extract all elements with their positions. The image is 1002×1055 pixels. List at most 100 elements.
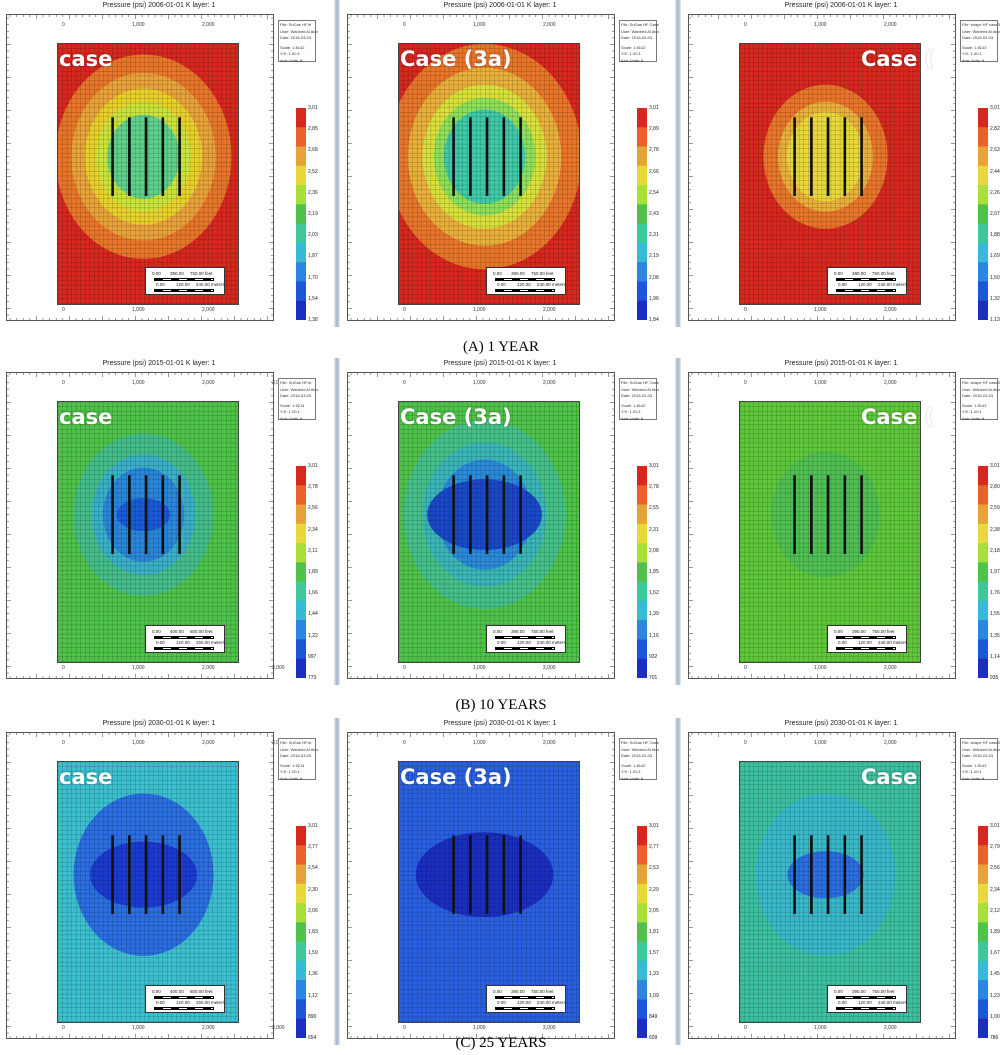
horizontal-well-fracture: [519, 475, 522, 554]
ruler-ticks: [688, 732, 956, 1039]
map-panel: Pressure (psi) 2006-01-01 K layer: 1 0 0 1,…: [341, 0, 659, 327]
legend-swatch: [978, 941, 988, 962]
legend-value: 3,013: [649, 463, 659, 469]
legend-value: 2,051: [649, 907, 659, 914]
file-info-line: File: SnGas HF.irf: [280, 380, 312, 385]
legend-value: 2,319: [649, 526, 659, 533]
scale-bar-feet: [154, 996, 214, 999]
legend-color-ramp: [978, 826, 988, 1038]
legend-swatch: [637, 864, 647, 885]
legend-value: 1,090: [649, 992, 659, 999]
scale-label: 390.00: [511, 629, 525, 634]
legend-value: 1,872: [308, 253, 318, 260]
axis-tick-label: 0: [403, 307, 406, 313]
axis-tick-label: 2,000: [884, 307, 897, 313]
legend-swatch: [637, 543, 647, 563]
legend-value: 932: [649, 653, 658, 660]
legend-value: 2,805: [990, 484, 1000, 491]
legend-swatch: [978, 864, 988, 885]
file-info-line: File: SnGas HF.irf: [280, 22, 312, 27]
legend-value: 2,790: [990, 844, 1000, 851]
map-frame: 0 0 1,000 1,000 2,000 2,000 Case (0.00 390.00 75…: [688, 14, 956, 321]
legend-value: 1,320: [990, 295, 1000, 302]
horizontal-well-fracture: [826, 835, 830, 914]
legend-value: 1,395: [649, 611, 659, 618]
scale-label: 750.00 feet: [531, 271, 554, 276]
horizontal-well-fracture: [810, 835, 813, 914]
scale-label: 390.00: [852, 629, 866, 634]
file-info-line: Axis Units: ft: [280, 415, 303, 421]
scale-label: 390.00: [170, 271, 184, 276]
scale-label: 120.00: [858, 640, 872, 645]
scale-label: 120.00: [858, 1000, 872, 1005]
scale-label: 0.00: [834, 271, 843, 276]
legend-value: 2,314: [649, 232, 659, 239]
axis-tick-label: 0: [403, 665, 406, 671]
axis-tick-label: 1,000: [814, 740, 827, 746]
legend-value: 1,696: [990, 253, 1000, 260]
legend-swatch: [637, 127, 647, 148]
scale-label: 0.00: [156, 1000, 165, 1005]
scale-label: 240.00 meters: [878, 282, 907, 287]
legend-swatch: [296, 864, 306, 885]
legend-swatch: [296, 941, 306, 962]
horizontal-well-fracture: [452, 475, 455, 554]
scale-label: 120.00: [858, 282, 872, 287]
scale-bar-feet: [495, 636, 555, 639]
legend-swatch: [296, 639, 306, 660]
ruler-ticks: [347, 732, 615, 1039]
scale-label: 240.00 meters: [537, 1000, 566, 1005]
axis-tick-label: 1,000: [132, 307, 145, 313]
scale-bar-meters: [154, 289, 214, 292]
map-scale-box: 0.00 400.00 800.00 feet 0.00 120.00 250.00 me…: [145, 625, 225, 653]
horizontal-well-fracture: [161, 835, 165, 914]
map-frame: 0 0 1,000 1,000 2,000 2,000 Case (3a) 0.00 390.0…: [347, 372, 615, 679]
legend-value: 2,565: [308, 505, 318, 512]
legend-swatch: [637, 504, 647, 525]
axis-tick-label: 0: [403, 380, 406, 386]
color-legend: 3,013 2,772 2,532 2,291 2,051 1,811 1,570 1,330…: [637, 823, 659, 1042]
axis-tick-label: 1,000: [473, 665, 486, 671]
color-legend: 3,013 2,777 2,541 2,305 2,069 1,833 1,598 1,362…: [296, 823, 318, 1042]
legend-value: 2,389: [990, 526, 1000, 533]
axis-tick-label: 2,000: [884, 665, 897, 671]
axis-tick-label: 2,000: [884, 22, 897, 28]
legend-value: 2,069: [308, 907, 318, 914]
legend-swatch: [637, 242, 647, 263]
legend-value: 1,330: [649, 971, 659, 978]
file-info-line: User: Waheed Al Atoni: [280, 746, 318, 752]
axis-tick-label: 0: [62, 665, 65, 671]
axis-tick-label: 1,000: [814, 22, 827, 28]
legend-value: 1,008: [990, 1013, 1000, 1020]
legend-swatch: [296, 980, 306, 1000]
scale-bar-feet: [836, 636, 896, 639]
file-info-line: Y/X: 1.00:1: [962, 51, 982, 56]
map-frame: 0 0 1,000 1,000 2,000 2,000 case 0.00 390.00 750.…: [6, 14, 274, 321]
legend-swatch: [978, 639, 988, 660]
scale-label: 0.00: [497, 640, 506, 645]
legend-value: 2,341: [308, 526, 318, 533]
scale-bar-meters: [836, 289, 896, 292]
scale-label: 240.00 meters: [537, 640, 566, 645]
legend-value: 2,687: [308, 147, 318, 154]
horizontal-well-fracture: [178, 117, 181, 196]
legend-value: 2,550: [649, 505, 659, 512]
legend-value: 2,361: [308, 189, 318, 196]
legend-swatch: [296, 845, 306, 866]
legend-swatch: [296, 185, 306, 205]
map-frame: 001,0001,0002,0002,0003,0003,000case0.00…: [6, 372, 285, 679]
horizontal-well-fracture: [144, 117, 148, 196]
file-info-line: Date: 2016-03-03: [962, 393, 994, 398]
legend-swatch: [296, 543, 306, 563]
scale-label: 0.00: [493, 629, 502, 634]
pressure-contour-map: [58, 762, 238, 1022]
scale-bar-meters: [836, 647, 896, 650]
legend-value: 2,122: [990, 907, 1000, 914]
scale-label: 800.00 feet: [190, 989, 213, 994]
file-info-line: Y/X: 1.00:1: [962, 409, 982, 414]
legend-value: 1,445: [308, 611, 318, 618]
legend-value: 2,072: [990, 211, 1000, 217]
scale-label: 120.00: [517, 640, 531, 645]
axis-tick-label: 2,000: [543, 22, 556, 28]
legend-swatch: [637, 165, 647, 186]
